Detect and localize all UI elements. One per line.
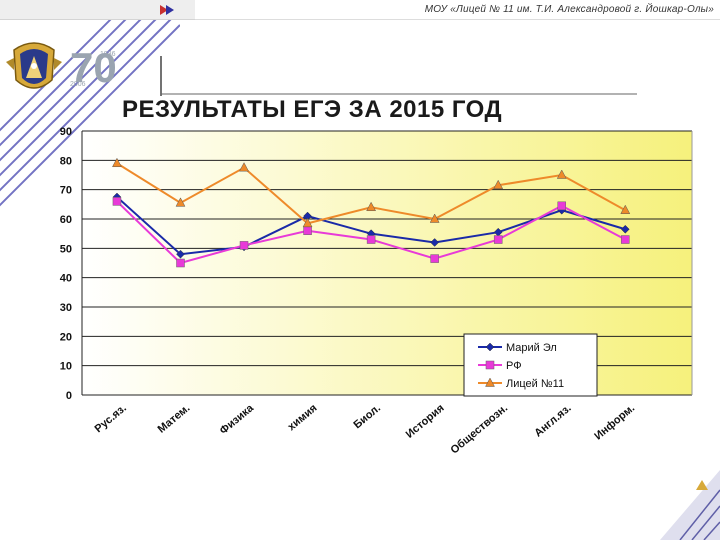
data-point	[176, 249, 185, 259]
y-tick-label: 10	[60, 361, 72, 373]
plot-area	[82, 131, 692, 395]
data-point	[112, 157, 122, 168]
x-tick-label: Матем.	[156, 402, 193, 436]
anniversary-badge: 70 1936 2006	[70, 44, 117, 91]
x-tick-label: Физика	[218, 402, 257, 437]
svg-text:1936: 1936	[100, 51, 116, 58]
corner-decoration	[660, 470, 720, 540]
data-point	[430, 238, 440, 247]
y-tick-label: 70	[60, 185, 72, 197]
data-point	[176, 258, 185, 268]
data-point	[303, 226, 312, 235]
y-tick-label: 30	[60, 302, 72, 314]
legend-item: Марий Эл	[478, 342, 557, 354]
left-stripes-decoration	[0, 0, 180, 207]
data-point	[429, 213, 440, 223]
y-tick-label: 60	[60, 214, 72, 226]
data-point	[366, 235, 376, 244]
data-point	[239, 241, 249, 250]
legend-label: Марий Эл	[506, 342, 557, 354]
y-axis-ticks: 0 10 20 30 40 50 60 70 80 90	[60, 126, 72, 402]
grid-lines	[81, 130, 693, 396]
legend-label: Лицей №11	[506, 378, 564, 390]
data-point	[493, 179, 504, 190]
y-tick-label: 40	[60, 273, 72, 285]
x-axis-ticks: Рус.яз. Матем. Физика химия Биол. История Обще…	[93, 402, 638, 457]
data-point	[302, 217, 313, 228]
top-header-bar	[0, 0, 720, 20]
data-point	[239, 162, 249, 172]
x-tick-label: История	[404, 402, 447, 441]
y-tick-label: 90	[60, 126, 72, 138]
data-point	[175, 197, 186, 207]
x-tick-label: Обществозн.	[448, 402, 510, 456]
x-tick-label: Биол.	[351, 402, 383, 431]
data-point	[112, 197, 122, 206]
data-point	[430, 254, 439, 263]
chart-legend: Марий Эл РФ Лицей №11	[463, 333, 598, 397]
legend-item: РФ	[478, 360, 522, 372]
data-point	[557, 201, 566, 211]
page-title: РЕЗУЛЬТАТЫ ЕГЭ ЗА 2015 ГОД	[122, 96, 503, 123]
arrow-right-icon	[160, 5, 174, 15]
legend-label: РФ	[506, 360, 522, 372]
y-tick-label: 50	[60, 243, 72, 255]
x-tick-label: химия	[286, 402, 320, 433]
data-point	[621, 235, 630, 244]
x-tick-label: Информ.	[592, 402, 637, 442]
svg-text:2006: 2006	[70, 81, 86, 88]
legend-item: Лицей №11	[478, 377, 564, 390]
x-tick-label: Англ.яз.	[532, 402, 573, 439]
series-layer	[112, 157, 631, 268]
svg-text:70: 70	[70, 44, 117, 91]
data-point	[620, 204, 631, 214]
series-РФ	[112, 197, 630, 268]
data-point	[556, 169, 567, 179]
coat-of-arms-icon	[6, 42, 62, 89]
header-text: МОУ «Лицей № 11 им. Т.И. Александровой г…	[424, 4, 714, 15]
x-tick-label: Рус.яз.	[93, 402, 129, 435]
data-point	[493, 235, 503, 244]
y-tick-label: 80	[60, 155, 72, 167]
data-point	[366, 201, 377, 212]
data-point	[620, 224, 630, 234]
y-tick-label: 0	[66, 390, 72, 402]
y-tick-label: 20	[60, 331, 72, 343]
series-Лицей №11	[112, 157, 631, 228]
lyceum-logo: 70 1936 2006	[6, 42, 117, 91]
